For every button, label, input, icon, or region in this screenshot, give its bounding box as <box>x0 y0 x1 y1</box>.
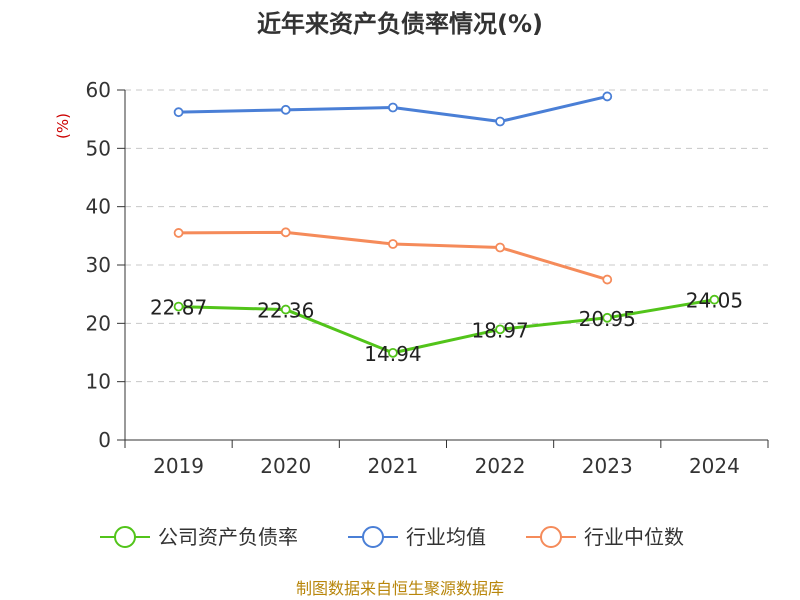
data-point <box>495 324 505 335</box>
y-tick-label: 60 <box>86 78 111 102</box>
data-label: 22.36 <box>257 299 314 323</box>
y-tick-label: 10 <box>86 370 111 394</box>
legend-swatch-marker <box>362 526 384 548</box>
data-point <box>388 239 398 249</box>
data-point <box>602 274 613 285</box>
data-point <box>495 242 505 253</box>
legend-swatch-marker <box>114 526 136 548</box>
data-labels: 22.87 22.36 14.94 18.97 20.95 24.05 <box>150 289 743 366</box>
legend-label: 行业均值 <box>406 525 486 549</box>
y-tick-label: 0 <box>98 428 111 452</box>
data-point <box>709 294 720 305</box>
y-tick-label: 30 <box>86 253 111 277</box>
y-axis-label: (%) <box>54 113 72 139</box>
y-tick-label: 50 <box>86 136 111 160</box>
series-line <box>178 298 715 355</box>
y-tick-label: 20 <box>86 311 111 335</box>
data-label: 22.87 <box>150 296 207 320</box>
legend-swatch-marker <box>540 526 562 548</box>
data-label: 20.95 <box>579 307 636 331</box>
data-point <box>280 227 291 238</box>
data-point <box>602 91 613 102</box>
data-point <box>280 104 291 115</box>
data-label: 14.94 <box>364 342 421 366</box>
chart-title: 近年来资产负债率情况(%) <box>257 10 543 38</box>
source-note: 制图数据来自恒生聚源数据库 <box>296 579 504 598</box>
grid-lines <box>125 89 768 383</box>
data-label: 18.97 <box>471 318 528 342</box>
data-label: 24.05 <box>686 289 743 313</box>
data-point <box>173 301 184 312</box>
x-tick-label: 2023 <box>582 454 633 478</box>
x-tick-label: 2021 <box>367 454 418 478</box>
data-point <box>388 102 398 113</box>
data-point <box>388 347 398 358</box>
data-point <box>280 304 291 315</box>
legend-label: 公司资产负债率 <box>158 525 298 549</box>
legend-label: 行业中位数 <box>584 525 684 549</box>
x-tick-label: 2022 <box>475 454 526 478</box>
series-group <box>173 91 720 358</box>
x-tick-label: 2020 <box>260 454 311 478</box>
data-point <box>173 107 184 118</box>
data-point <box>495 116 505 127</box>
data-point <box>173 228 184 238</box>
axes: 0 10 20 30 40 50 60 2019 2020 2021 2022 2023 2024 <box>86 78 769 478</box>
x-tick-label: 2019 <box>153 454 204 478</box>
x-tick-label: 2024 <box>689 454 740 478</box>
data-point <box>602 312 613 323</box>
legend: 公司资产负债率 行业均值 行业中位数 <box>100 525 684 549</box>
y-tick-label: 40 <box>86 195 111 219</box>
